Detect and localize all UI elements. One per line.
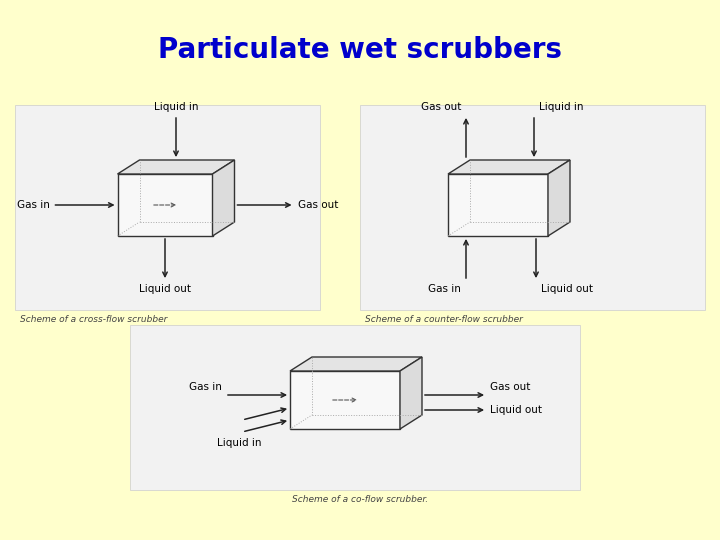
Polygon shape bbox=[548, 160, 570, 236]
Text: Liquid out: Liquid out bbox=[541, 284, 593, 294]
Text: Gas in: Gas in bbox=[189, 382, 222, 392]
Polygon shape bbox=[212, 160, 235, 236]
Bar bbox=[130, 325, 580, 490]
Bar bbox=[360, 105, 705, 310]
Polygon shape bbox=[117, 160, 235, 174]
Text: Particulate wet scrubbers: Particulate wet scrubbers bbox=[158, 36, 562, 64]
Bar bbox=[15, 105, 320, 310]
Text: Gas out: Gas out bbox=[420, 102, 461, 112]
Text: Scheme of a co-flow scrubber.: Scheme of a co-flow scrubber. bbox=[292, 495, 428, 504]
Text: Liquid in: Liquid in bbox=[217, 438, 261, 448]
Polygon shape bbox=[448, 174, 548, 236]
Text: Gas out: Gas out bbox=[297, 200, 338, 210]
Text: Liquid in: Liquid in bbox=[154, 102, 198, 112]
Polygon shape bbox=[117, 174, 212, 236]
Text: Gas in: Gas in bbox=[17, 200, 50, 210]
Text: Liquid out: Liquid out bbox=[490, 405, 542, 415]
Text: Gas in: Gas in bbox=[428, 284, 461, 294]
Text: Scheme of a cross-flow scrubber: Scheme of a cross-flow scrubber bbox=[20, 315, 167, 324]
Polygon shape bbox=[448, 160, 570, 174]
Text: Gas out: Gas out bbox=[490, 382, 531, 392]
Text: Liquid in: Liquid in bbox=[539, 102, 583, 112]
Text: Liquid out: Liquid out bbox=[139, 284, 191, 294]
Text: Scheme of a counter-flow scrubber: Scheme of a counter-flow scrubber bbox=[365, 315, 523, 324]
Polygon shape bbox=[290, 371, 400, 429]
Polygon shape bbox=[290, 357, 422, 371]
Polygon shape bbox=[400, 357, 422, 429]
